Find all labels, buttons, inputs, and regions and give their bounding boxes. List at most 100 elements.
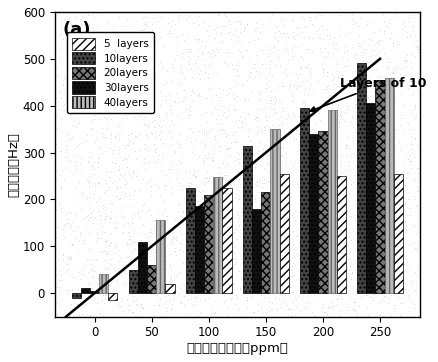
- Point: [273, 99, 280, 105]
- Point: [187, 169, 194, 175]
- Point: [374, 180, 381, 186]
- Point: [347, 274, 354, 280]
- Point: [386, 36, 393, 42]
- Point: [235, 196, 242, 202]
- Point: [339, 261, 346, 266]
- Point: [323, 69, 330, 75]
- Point: [101, 134, 108, 140]
- Point: [140, 201, 147, 207]
- Point: [288, 47, 295, 53]
- Point: [244, 21, 251, 27]
- Point: [173, 170, 180, 176]
- Point: [64, 49, 71, 55]
- Point: [389, 228, 396, 234]
- Point: [116, 195, 123, 201]
- Point: [206, 187, 213, 193]
- Point: [217, 260, 224, 265]
- Point: [117, 195, 124, 201]
- Point: [231, 118, 238, 123]
- Point: [113, 220, 120, 226]
- Point: [341, 118, 348, 124]
- Point: [83, 77, 90, 83]
- Point: [53, 234, 60, 240]
- Point: [190, 168, 197, 174]
- Point: [403, 169, 410, 175]
- Point: [159, 287, 166, 293]
- Point: [359, 57, 366, 63]
- Point: [168, 62, 175, 67]
- Point: [110, 66, 117, 72]
- Point: [300, 91, 307, 97]
- Point: [102, 248, 109, 254]
- Point: [67, 224, 74, 230]
- Point: [147, 229, 154, 235]
- Point: [386, 296, 393, 302]
- Point: [180, 209, 187, 214]
- Point: [156, 136, 163, 142]
- Point: [137, 313, 144, 319]
- Point: [351, 55, 358, 60]
- Point: [117, 127, 124, 133]
- Point: [274, 47, 281, 53]
- Point: [97, 182, 104, 188]
- Point: [323, 270, 330, 276]
- Point: [400, 57, 407, 63]
- Point: [188, 225, 195, 231]
- Point: [293, 79, 300, 85]
- Point: [205, 174, 212, 180]
- Point: [253, 25, 260, 31]
- Point: [124, 220, 131, 226]
- Point: [266, 94, 273, 100]
- Point: [182, 16, 189, 21]
- Point: [263, 80, 270, 86]
- Point: [327, 275, 334, 281]
- Point: [260, 176, 267, 182]
- Point: [57, 302, 64, 308]
- Point: [91, 257, 98, 263]
- Point: [198, 223, 205, 229]
- Point: [85, 50, 92, 56]
- Point: [309, 224, 316, 230]
- Point: [284, 34, 291, 40]
- Point: [307, 208, 314, 214]
- Point: [137, 286, 144, 291]
- Point: [395, 9, 402, 15]
- Point: [123, 267, 130, 273]
- Point: [405, 241, 412, 247]
- Point: [353, 310, 360, 316]
- Point: [382, 85, 389, 90]
- Point: [57, 184, 64, 190]
- Point: [217, 239, 224, 245]
- Point: [278, 105, 285, 110]
- Point: [347, 167, 354, 172]
- Point: [206, 173, 213, 179]
- Point: [391, 224, 398, 230]
- Point: [69, 153, 76, 159]
- Point: [67, 52, 74, 58]
- Point: [80, 237, 87, 243]
- Point: [107, 81, 114, 87]
- Point: [387, 313, 394, 319]
- Point: [264, 264, 271, 270]
- Point: [389, 41, 396, 46]
- Point: [64, 266, 71, 272]
- Point: [397, 279, 404, 285]
- Point: [72, 162, 79, 168]
- Point: [337, 115, 344, 121]
- Point: [384, 220, 391, 226]
- Bar: [194, 206, 204, 293]
- Point: [135, 270, 142, 276]
- Point: [200, 20, 207, 26]
- Point: [353, 214, 360, 220]
- Point: [217, 97, 224, 103]
- Point: [105, 184, 112, 190]
- Point: [96, 216, 103, 222]
- Point: [233, 34, 240, 40]
- X-axis label: 不同气体的浓度（ppm）: 不同气体的浓度（ppm）: [186, 342, 288, 355]
- Point: [250, 116, 257, 122]
- Point: [323, 283, 330, 289]
- Bar: [300, 108, 308, 293]
- Point: [222, 114, 229, 120]
- Point: [59, 232, 66, 237]
- Point: [88, 126, 95, 132]
